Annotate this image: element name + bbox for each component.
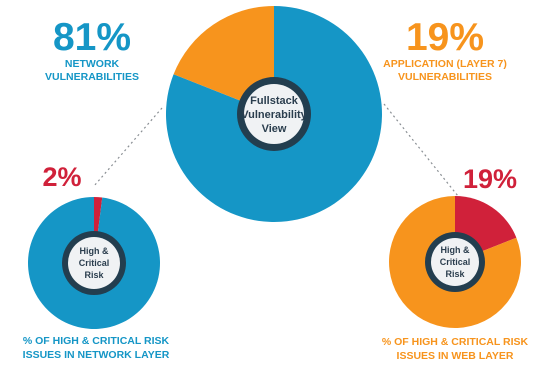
application-share-caption-line-2: VULNERABILITIES [398, 71, 492, 83]
application-share-caption-line-1: APPLICATION (LAYER 7) [383, 58, 507, 70]
web-risk-caption-line-1: % OF HIGH & CRITICAL RISK [382, 336, 529, 348]
web-risk-caption-line-2: ISSUES IN WEB LAYER [397, 350, 514, 362]
network-risk-caption-line-1: % OF HIGH & CRITICAL RISK [23, 335, 170, 347]
connector-line-left [93, 107, 163, 187]
main-hub-center [244, 84, 304, 144]
network-risk-hub-center [68, 237, 120, 289]
main-hub: Fullstack Vulnerability View [237, 77, 311, 151]
network-share-caption-line-2: VULNERABILITIES [45, 71, 139, 83]
web-risk-hub-label-line-2: Critical [440, 257, 471, 267]
web-risk-hub-label-line-1: High & [441, 245, 470, 255]
network-risk-hub: High & Critical Risk [62, 231, 126, 295]
application-share-value: 19% [406, 16, 484, 59]
network-risk-caption-line-2: ISSUES IN NETWORK LAYER [23, 349, 170, 361]
network-risk-hub-label-line-3: Risk [84, 270, 104, 280]
network-risk-value: 2% [42, 162, 81, 192]
web-risk-value: 19% [463, 164, 517, 194]
web-risk-hub: High & Critical Risk [425, 232, 485, 292]
network-risk-hub-label-line-2: Critical [79, 258, 110, 268]
web-risk-hub-center [431, 238, 479, 286]
main-hub-label-line-1: Fullstack [250, 95, 299, 107]
web-risk-hub-label-line-3: Risk [445, 269, 465, 279]
connector-line-right [383, 103, 459, 197]
network-share-caption-line-1: NETWORK [65, 58, 120, 70]
main-hub-label-line-3: View [262, 123, 287, 135]
network-share-value: 81% [53, 16, 131, 59]
network-risk-hub-label-line-1: High & [80, 246, 109, 256]
main-hub-label-line-2: Vulnerability [241, 109, 307, 121]
